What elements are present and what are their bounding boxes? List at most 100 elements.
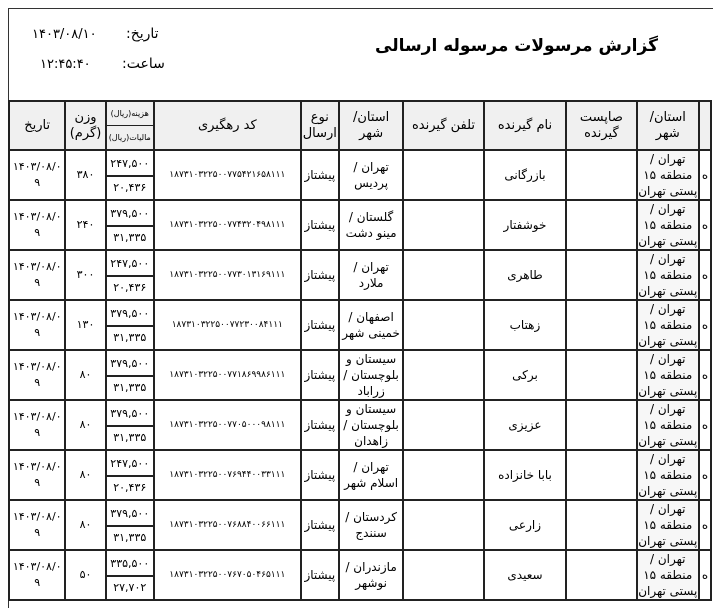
cell-postcode — [565, 349, 638, 401]
table-row: ه تهران / منطقه ۱۵ پستی تهران طاهری تهران /… — [7, 249, 713, 301]
cell-cost-tax: ۲۴۷,۵۰۰ ۲۰,۴۳۶ — [104, 149, 155, 201]
cell-postcode — [565, 399, 638, 451]
cell-send-type: پیشتاز — [299, 549, 340, 601]
header-send-type: نوع ارسال — [299, 100, 340, 151]
cell-send-type: پیشتاز — [299, 149, 340, 201]
cell-sender-city: تهران / منطقه ۱۵ پستی تهران — [635, 149, 700, 201]
cell-tax: ۲۰,۴۳۶ — [113, 280, 147, 294]
cell-cost-tax: ۳۷۹,۵۰۰ ۳۱,۳۳۵ — [104, 349, 155, 401]
cell-extra: ه — [697, 149, 713, 201]
cell-receiver-name: بابا خانزاده — [482, 449, 568, 501]
cell-weight: ۱۳۰ — [64, 299, 107, 351]
cell-extra: ه — [697, 249, 713, 301]
header-tracking-code: کد رهگیری — [152, 100, 302, 151]
cell-sender-city: تهران / منطقه ۱۵ پستی تهران — [635, 299, 700, 351]
cell-cost: ۳۷۹,۵۰۰ — [106, 502, 153, 527]
header-extra — [697, 100, 713, 151]
cell-date: ۱۴۰۳/۰۸/۰۹ — [7, 249, 67, 301]
header-receiver-name: نام گیرنده — [482, 100, 568, 151]
header-sender-city: استان/ شهر — [635, 100, 700, 151]
cell-extra: ه — [697, 549, 713, 601]
cell-cost: ۳۷۹,۵۰۰ — [106, 302, 153, 327]
cell-receiver-city: سیستان و بلوچستان / زاهدان — [337, 399, 405, 451]
cell-tracking-code: ۱۸۷۳۱۰۳۲۲۵۰۰۷۷۳۰۱۳۱۶۹۱۱۱ — [152, 249, 302, 301]
cell-sender-city: تهران / منطقه ۱۵ پستی تهران — [635, 549, 700, 601]
cell-receiver-phone — [402, 149, 485, 201]
cell-tracking-code: ۱۸۷۳۱۰۳۲۲۵۰۰۷۶۷۰۵۰۴۶۵۱۱۱ — [152, 549, 302, 601]
cell-cost: ۲۴۷,۵۰۰ — [106, 452, 153, 477]
header-tax: مالیات(ریال) — [108, 133, 151, 142]
cell-weight: ۸۰ — [64, 499, 107, 551]
cell-receiver-name: سعیدی — [482, 549, 568, 601]
cell-postcode — [565, 249, 638, 301]
cell-date: ۱۴۰۳/۰۸/۰۹ — [7, 399, 67, 451]
cell-postcode — [565, 499, 638, 551]
cell-weight: ۵۰ — [64, 549, 107, 601]
shipments-table: استان/ شهر صاپست گیرنده نام گیرنده تلفن … — [7, 100, 713, 601]
cell-extra: ه — [697, 499, 713, 551]
cell-receiver-phone — [402, 399, 485, 451]
cell-send-type: پیشتاز — [299, 299, 340, 351]
cell-receiver-city: تهران / اسلام شهر — [337, 449, 405, 501]
cell-tax: ۳۱,۳۳۵ — [113, 330, 147, 344]
cell-tax: ۳۱,۳۳۵ — [113, 530, 147, 544]
cell-receiver-phone — [402, 449, 485, 501]
cell-date: ۱۴۰۳/۰۸/۰۹ — [7, 349, 67, 401]
cell-cost: ۳۳۵,۵۰۰ — [106, 552, 153, 577]
cell-extra: ه — [697, 399, 713, 451]
cell-receiver-city: تهران / ملارد — [337, 249, 405, 301]
cell-receiver-name: طاهری — [482, 249, 568, 301]
cell-postcode — [565, 149, 638, 201]
cell-receiver-phone — [402, 499, 485, 551]
cell-send-type: پیشتاز — [299, 249, 340, 301]
cell-send-type: پیشتاز — [299, 349, 340, 401]
cell-cost-tax: ۳۷۹,۵۰۰ ۳۱,۳۳۵ — [104, 299, 155, 351]
cell-receiver-name: خوشفتار — [482, 199, 568, 251]
cell-tax: ۳۱,۳۳۵ — [113, 380, 147, 394]
cell-postcode — [565, 299, 638, 351]
cell-date: ۱۴۰۳/۰۸/۰۹ — [7, 499, 67, 551]
cell-tax: ۲۷,۷۰۲ — [113, 580, 147, 594]
cell-postcode — [565, 449, 638, 501]
cell-sender-city: تهران / منطقه ۱۵ پستی تهران — [635, 399, 700, 451]
table-row: ه تهران / منطقه ۱۵ پستی تهران سعیدی مازندرا… — [7, 549, 713, 601]
cell-weight: ۳۸۰ — [64, 149, 107, 201]
cell-receiver-name: عزیزی — [482, 399, 568, 451]
cell-tax: ۳۱,۳۳۵ — [113, 230, 147, 244]
cell-cost-tax: ۲۴۷,۵۰۰ ۲۰,۴۳۶ — [104, 449, 155, 501]
table-row: ه تهران / منطقه ۱۵ پستی تهران خوشفتار گلستا… — [7, 199, 713, 251]
cell-receiver-city: اصفهان / خمینی شهر — [337, 299, 405, 351]
cell-receiver-name: زهتاب — [482, 299, 568, 351]
header-postcode: صاپست گیرنده — [565, 100, 638, 151]
cell-cost-tax: ۳۷۹,۵۰۰ ۳۱,۳۳۵ — [104, 499, 155, 551]
cell-receiver-city: تهران / پردیس — [337, 149, 405, 201]
cell-date: ۱۴۰۳/۰۸/۰۹ — [7, 549, 67, 601]
cell-weight: ۸۰ — [64, 399, 107, 451]
cell-extra: ه — [697, 449, 713, 501]
cell-tracking-code: ۱۸۷۳۱۰۳۲۲۵۰۰۷۷۵۴۲۱۶۵۸۱۱۱ — [152, 149, 302, 201]
header-weight: وزن (گرم) — [64, 100, 107, 151]
cell-send-type: پیشتاز — [299, 399, 340, 451]
cell-receiver-name: زارعی — [482, 499, 568, 551]
cell-sender-city: تهران / منطقه ۱۵ پستی تهران — [635, 249, 700, 301]
cell-date: ۱۴۰۳/۰۸/۰۹ — [7, 149, 67, 201]
cell-cost: ۲۴۷,۵۰۰ — [106, 152, 153, 177]
cell-tax: ۲۰,۴۳۶ — [113, 180, 147, 194]
cell-tracking-code: ۱۸۷۳۱۰۳۲۲۵۰۰۷۷۱۸۶۹۹۸۶۱۱۱ — [152, 349, 302, 401]
cell-sender-city: تهران / منطقه ۱۵ پستی تهران — [635, 449, 700, 501]
cell-receiver-phone — [402, 549, 485, 601]
report-title: گزارش مرسولات مرسوله ارسالی — [375, 36, 658, 56]
table-row: ه تهران / منطقه ۱۵ پستی تهران بازرگانی تهرا… — [7, 149, 713, 201]
time-label: ساعت: — [122, 56, 165, 72]
cell-weight: ۳۰۰ — [64, 249, 107, 301]
header-date: تاریخ — [7, 100, 67, 151]
cell-cost-tax: ۳۷۹,۵۰۰ ۳۱,۳۳۵ — [104, 399, 155, 451]
date-label: تاریخ: — [126, 26, 159, 42]
cell-date: ۱۴۰۳/۰۸/۰۹ — [7, 449, 67, 501]
cell-send-type: پیشتاز — [299, 499, 340, 551]
cell-receiver-city: گلستان / مینو دشت — [337, 199, 405, 251]
cell-extra: ه — [697, 349, 713, 401]
cell-cost-tax: ۳۷۹,۵۰۰ ۳۱,۳۳۵ — [104, 199, 155, 251]
cell-cost-tax: ۳۳۵,۵۰۰ ۲۷,۷۰۲ — [104, 549, 155, 601]
cell-receiver-city: کردستان / سنندج — [337, 499, 405, 551]
